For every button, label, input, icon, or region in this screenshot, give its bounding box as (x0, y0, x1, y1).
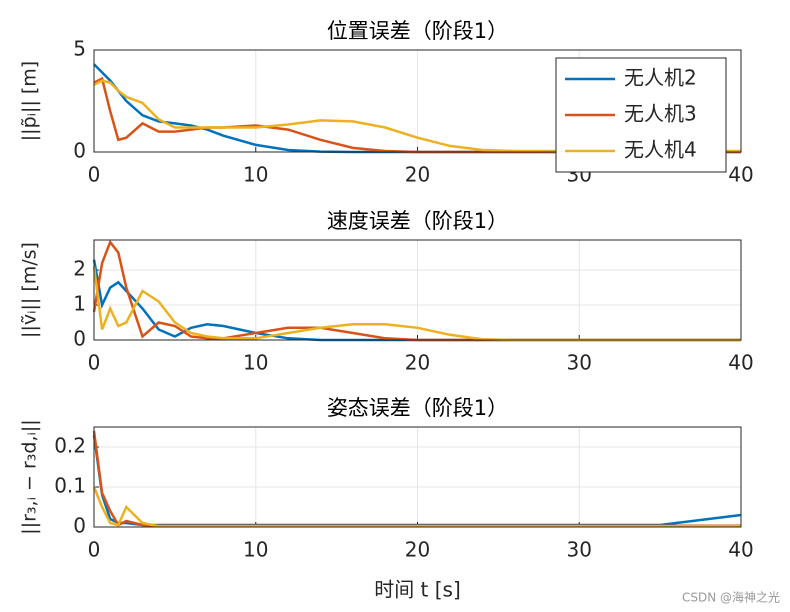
x-tick-label: 20 (405, 351, 430, 375)
y-tick-label: 2 (73, 257, 86, 281)
y-tick-label: 0 (73, 327, 86, 351)
x-tick-label: 0 (88, 351, 101, 375)
x-tick-label: 40 (728, 351, 753, 375)
axes-box (93, 49, 742, 153)
x-tick-label: 20 (405, 538, 430, 562)
y-tick-label: 5 (73, 37, 86, 61)
legend-label: 无人机3 (624, 102, 697, 126)
y-tick-label: 0 (73, 514, 86, 538)
watermark: CSDN @海神之光 (682, 590, 780, 605)
y-axis-label: ||r₃,ᵢ − r₃d,ᵢ|| (19, 419, 41, 534)
y-tick-label: 1 (73, 292, 86, 316)
x-tick-label: 10 (243, 351, 268, 375)
legend-label: 无人机4 (624, 138, 697, 162)
x-axis-label: 时间 t [s] (374, 578, 461, 602)
chart-title: 位置误差（阶段1） (327, 19, 508, 43)
y-tick-label: 0.2 (54, 434, 86, 458)
line (93, 79, 741, 153)
x-tick-label: 0 (88, 163, 101, 187)
y-axis-label: ||p̃ᵢ|| [m] (19, 61, 41, 141)
chart-title: 速度误差（阶段1） (327, 209, 508, 233)
axes-box (93, 426, 742, 528)
x-tick-label: 30 (567, 538, 592, 562)
x-tick-label: 20 (405, 163, 430, 187)
x-tick-label: 40 (728, 163, 753, 187)
x-tick-label: 30 (567, 351, 592, 375)
line (92, 486, 741, 528)
y-tick-label: 0.1 (54, 474, 86, 498)
axes-box (93, 239, 742, 341)
y-tick-label: 0 (73, 139, 86, 163)
x-tick-label: 40 (728, 538, 753, 562)
x-tick-label: 10 (243, 538, 268, 562)
chart-title: 姿态误差（阶段1） (327, 396, 508, 420)
legend-label: 无人机2 (624, 66, 697, 90)
y-axis-label: ||ṽᵢ|| [m/s] (19, 242, 41, 338)
x-tick-label: 0 (88, 538, 101, 562)
x-tick-label: 10 (243, 163, 268, 187)
